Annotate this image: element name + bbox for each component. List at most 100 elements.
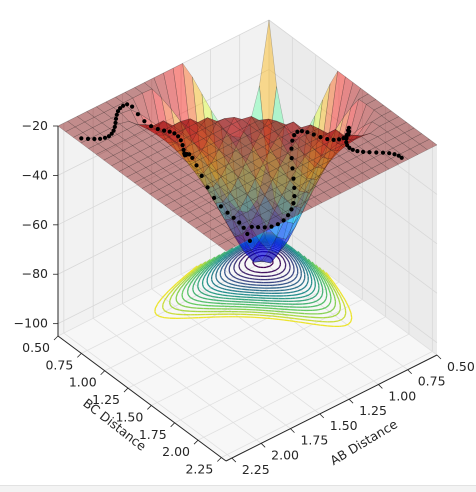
trajectory-point [115,113,119,117]
contour-segment [180,287,181,288]
x-tick-mark [437,355,441,359]
contour-segment [191,276,192,277]
x-tick-label: 2.00 [271,447,299,462]
contour-segment [322,273,323,274]
contour-segment [228,257,229,258]
trajectory-point [172,131,176,135]
trajectory-point [225,211,229,215]
trajectory-point [256,225,260,229]
contour-segment [268,272,272,273]
contour-segment [299,264,300,266]
contour-segment [186,274,187,275]
contour-segment [279,319,284,320]
contour-segment [222,266,223,268]
trajectory-point [300,129,304,133]
contour-segment [255,272,261,273]
trajectory-point [250,225,254,229]
contour-segment [314,277,315,280]
contour-segment [193,284,194,286]
contour-segment [318,289,319,293]
contour-segment [278,284,283,285]
contour-segment [209,273,210,274]
contour-segment [329,290,330,293]
contour-segment [348,306,349,307]
contour-segment [295,254,296,255]
contour-segment [321,284,322,287]
contour-segment [161,297,162,298]
contour-segment [326,295,327,299]
contour-segment [208,295,210,296]
contour-segment [350,311,351,313]
contour-segment [196,273,197,274]
x-tick-label: 0.75 [418,374,446,389]
contour-segment [287,273,288,274]
y-tick-mark [101,371,105,375]
contour-segment [221,268,222,270]
contour-segment [227,290,232,291]
contour-segment [204,265,205,266]
y-tick-label: 0.50 [22,340,50,355]
x-tick-mark [261,443,265,447]
y-tick-mark [194,440,198,444]
contour-segment [314,287,315,290]
trajectory-point [381,151,385,155]
trajectory-point [276,222,280,226]
contour-segment [300,277,301,280]
trajectory-point [290,156,294,160]
trajectory-point [292,194,296,198]
contour-segment [208,274,209,277]
y-tick-mark [54,336,58,340]
contour-segment [322,313,326,314]
contour-segment [289,263,290,265]
contour-segment [200,301,203,302]
trajectory-point [282,218,286,222]
contour-segment [208,267,209,268]
trajectory-point [187,152,191,156]
contour-segment [179,285,180,286]
contour-segment [185,282,186,283]
contour-segment [339,300,340,303]
contour-segment [179,310,183,311]
contour-segment [299,260,300,261]
x-tick-label: 1.50 [330,418,358,433]
contour-segment [225,289,227,290]
contour-segment [303,282,304,283]
contour-segment [289,318,294,319]
contour-segment [328,317,333,318]
contour-segment [332,309,333,310]
contour-segment [330,293,331,296]
contour-segment [279,273,280,274]
y-tick-mark [77,353,81,357]
contour-segment [304,303,309,304]
contour-segment [210,296,212,297]
trajectory-point [367,150,371,154]
contour-segment [188,302,191,303]
trajectory-point [387,151,391,155]
contour-segment [306,323,311,324]
contour-segment [286,286,289,287]
contour-segment [282,314,287,315]
contour-segment [244,281,249,282]
contour-segment [321,282,322,284]
contour-segment [349,307,350,309]
contour-segment [317,279,318,282]
contour-segment [249,275,253,276]
trajectory-point [142,119,146,123]
trajectory-point [248,239,252,243]
trajectory-point [345,132,349,136]
contour-segment [324,283,325,285]
trajectory-point [149,124,153,128]
x-tick-label: 1.25 [359,403,387,418]
x-tick-label: 0.50 [447,359,475,374]
contour-segment [241,271,242,272]
x-tick-mark [320,414,324,418]
trajectory-point [176,134,180,138]
contour-segment [336,289,337,291]
contour-segment [245,261,246,263]
contour-segment [246,287,252,288]
y-tick-label: 0.75 [45,357,73,372]
contour-segment [318,282,319,284]
trajectory-point [291,177,295,181]
